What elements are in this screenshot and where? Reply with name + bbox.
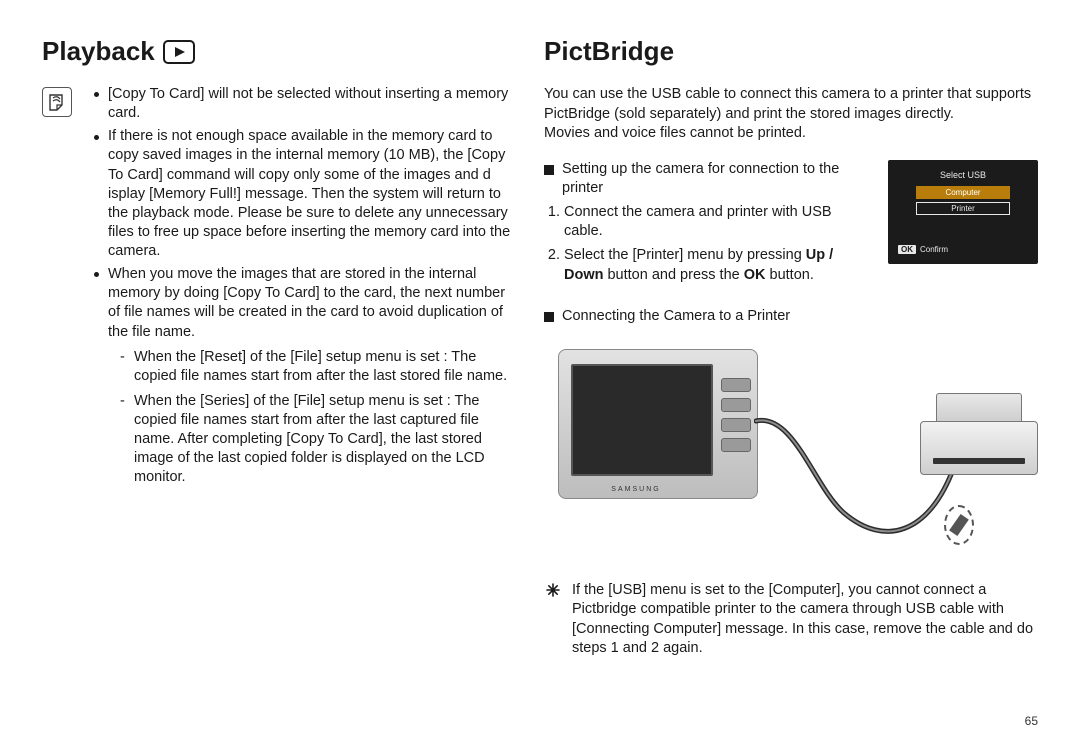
caution-text: If the [USB] menu is set to the [Compute… — [572, 581, 1038, 659]
note-block: [Copy To Card] will not be selected with… — [42, 85, 514, 494]
lcd-center: Select USB Computer Printer — [898, 170, 1028, 218]
pictbridge-intro: You can use the USB cable to connect thi… — [544, 85, 1038, 144]
dash-item: When the [Reset] of the [File] setup men… — [120, 348, 514, 386]
setup-step-text: Connect the camera and printer with USB … — [564, 204, 832, 240]
pictbridge-heading: PictBridge — [544, 36, 1038, 67]
caution-row: If the [USB] menu is set to the [Compute… — [544, 581, 1038, 659]
reference-mark-icon — [544, 581, 562, 659]
ok-badge: OK — [898, 245, 916, 254]
note-icon — [42, 87, 72, 117]
pictbridge-heading-text: PictBridge — [544, 36, 674, 67]
setup-step-text: button. — [765, 267, 813, 283]
note-bullet: If there is not enough space available i… — [94, 127, 514, 261]
note-bullet-text: If there is not enough space available i… — [108, 128, 510, 259]
setup-text: Setting up the camera for connection to … — [544, 160, 874, 289]
camera-lcd-menu: Select USB Computer Printer OK Confirm — [888, 160, 1038, 264]
playback-heading-text: Playback — [42, 36, 155, 67]
lcd-option-computer: Computer — [916, 186, 1010, 199]
lcd-footer: OK Confirm — [898, 245, 1028, 254]
note-content: [Copy To Card] will not be selected with… — [82, 85, 514, 494]
square-bullet-icon — [544, 312, 554, 322]
usb-plug-highlight — [944, 505, 974, 545]
setup-heading-row: Setting up the camera for connection to … — [544, 160, 874, 199]
right-column: PictBridge You can use the USB cable to … — [544, 36, 1038, 659]
note-bullet: [Copy To Card] will not be selected with… — [94, 85, 514, 123]
printer-illustration — [920, 393, 1038, 475]
square-bullet-icon — [544, 165, 554, 175]
connect-heading-row: Connecting the Camera to a Printer — [544, 307, 1038, 327]
setup-step: Select the [Printer] menu by pressing Up… — [564, 246, 874, 285]
setup-step: Connect the camera and printer with USB … — [564, 203, 874, 242]
setup-row: Setting up the camera for connection to … — [544, 160, 1038, 289]
play-rect-icon — [163, 40, 195, 64]
connection-diagram: SAMSUNG — [558, 331, 1038, 561]
connect-heading: Connecting the Camera to a Printer — [562, 307, 1038, 327]
note-bullet-list: [Copy To Card] will not be selected with… — [82, 85, 514, 488]
dash-item-text: When the [Reset] of the [File] setup men… — [134, 349, 507, 384]
lcd-title: Select USB — [898, 170, 1028, 180]
dash-item-text: When the [Series] of the [File] setup me… — [134, 393, 485, 486]
setup-heading: Setting up the camera for connection to … — [562, 160, 874, 199]
dash-item: When the [Series] of the [File] setup me… — [120, 392, 514, 488]
setup-step-bold: OK — [744, 267, 766, 283]
note-bullet: When you move the images that are stored… — [94, 265, 514, 487]
setup-step-text: Select the [Printer] menu by pressing — [564, 247, 806, 263]
dash-list: When the [Reset] of the [File] setup men… — [108, 348, 514, 488]
left-column: Playback [Copy To Card] will not be sele… — [42, 36, 514, 659]
lcd-option-printer: Printer — [916, 202, 1010, 215]
note-bullet-text: When you move the images that are stored… — [108, 266, 505, 339]
note-bullet-text: [Copy To Card] will not be selected with… — [108, 86, 508, 121]
playback-heading: Playback — [42, 36, 514, 67]
camera-brand-label: SAMSUNG — [559, 486, 713, 493]
page-number: 65 — [1025, 714, 1038, 728]
lcd-confirm-label: Confirm — [920, 245, 948, 254]
camera-illustration: SAMSUNG — [558, 349, 758, 499]
setup-step-text: button and press the — [603, 267, 743, 283]
setup-steps: Connect the camera and printer with USB … — [544, 203, 874, 285]
camera-buttons — [721, 378, 751, 452]
